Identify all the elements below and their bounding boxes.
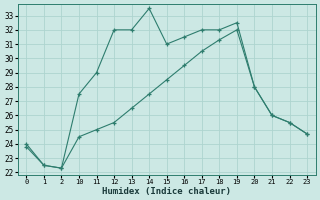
- X-axis label: Humidex (Indice chaleur): Humidex (Indice chaleur): [102, 187, 231, 196]
